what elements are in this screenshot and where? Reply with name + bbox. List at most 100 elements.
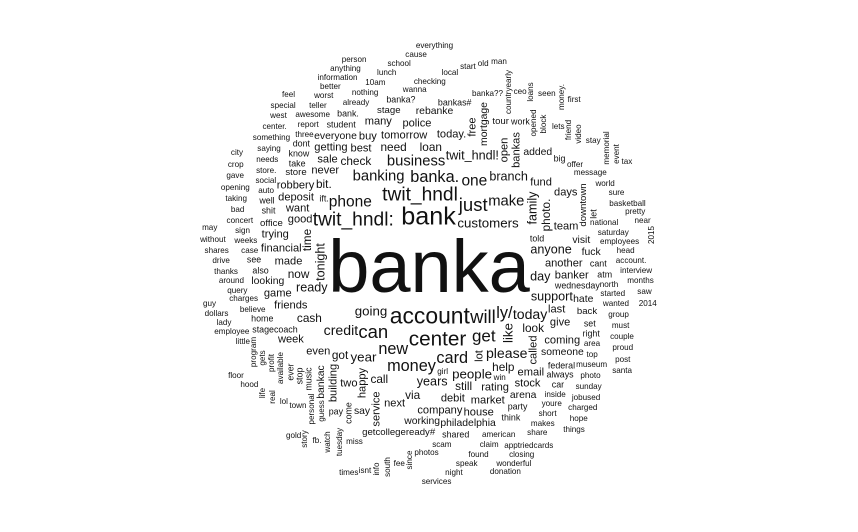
cloud-word: getcollegeready# (362, 427, 436, 439)
cloud-word: last (548, 303, 566, 316)
cloud-word: world (595, 178, 615, 188)
cloud-word: looking (251, 275, 285, 287)
cloud-word: something (252, 133, 291, 143)
cloud-word: win (493, 373, 506, 383)
cloud-word: say (353, 405, 371, 417)
cloud-word: ready (296, 280, 328, 295)
cloud-word: never (311, 164, 340, 177)
cloud-word: mortgage (478, 102, 490, 147)
cloud-word: know (288, 148, 310, 159)
cloud-word: charged (568, 403, 598, 413)
cloud-word: already (342, 98, 370, 108)
cloud-word: city (230, 147, 244, 157)
cloud-word: make (488, 193, 525, 210)
cloud-word: opened (528, 109, 538, 137)
cloud-word: proud (612, 342, 634, 352)
cloud-word: feel (281, 89, 296, 99)
cloud-word: help (492, 360, 515, 375)
cloud-word: event (612, 144, 621, 165)
cloud-word: visit (572, 235, 591, 247)
cloud-word: loans (526, 82, 536, 102)
cloud-word: right (582, 328, 600, 339)
cloud-word: going (354, 302, 388, 318)
cloud-word: makes (530, 418, 555, 428)
cloud-word: free (466, 117, 479, 137)
cloud-word: friend (563, 120, 573, 141)
cloud-word: interview (620, 265, 653, 275)
cloud-word: wanted (602, 299, 629, 309)
cloud-word: new (378, 340, 409, 359)
cloud-word: banka? (386, 94, 416, 105)
cloud-word: year (350, 349, 377, 365)
cloud-word: short (538, 409, 557, 418)
cloud-word: national (589, 217, 619, 227)
cloud-word: block (539, 114, 549, 134)
cloud-word: want (285, 202, 310, 215)
cloud-word: account (389, 302, 470, 329)
cloud-word: santa (612, 366, 633, 376)
cloud-word: west (270, 111, 287, 121)
cloud-word: dollars (204, 309, 229, 319)
cloud-word: downtown (578, 183, 590, 227)
cloud-word: top (586, 349, 598, 359)
cloud-word: next (384, 397, 406, 410)
cloud-word: atm (597, 270, 613, 281)
cloud-word: friends (274, 299, 308, 312)
cloud-word: game (263, 287, 292, 300)
cloud-word: customers (457, 215, 519, 231)
cloud-word: nothing (351, 87, 379, 97)
cloud-word: sure (608, 187, 625, 197)
cloud-word: days (554, 186, 578, 199)
cloud-word: work (511, 116, 530, 127)
cloud-word: getting (314, 141, 348, 154)
cloud-word: ly/ (496, 304, 513, 323)
cloud-word: lady (216, 318, 232, 328)
cloud-word: fund (530, 176, 552, 189)
cloud-word: jobused (571, 392, 601, 402)
cloud-word: arena (509, 389, 537, 401)
cloud-word: wonderful (496, 458, 532, 468)
cloud-word: credit (323, 322, 359, 339)
cloud-word: added (523, 146, 553, 158)
cloud-word: twit_hndl! (445, 148, 499, 163)
cloud-word: trying (261, 228, 289, 241)
cloud-word: checking (413, 76, 446, 86)
cloud-word: query (227, 285, 248, 295)
cloud-word: anyone (530, 242, 572, 257)
cloud-word: awesome (295, 110, 331, 120)
cloud-word: couple (610, 331, 634, 341)
cloud-word: times (339, 467, 359, 477)
cloud-word: sunday (575, 381, 602, 391)
cloud-word: speak (455, 459, 478, 469)
cloud-word: cash (296, 310, 322, 325)
cloud-word: email (517, 366, 545, 379)
cloud-word: claim (479, 440, 499, 450)
cloud-word: donation (489, 467, 521, 477)
cloud-word: everyone (314, 130, 357, 142)
cloud-word: 2014 (638, 298, 657, 308)
cloud-word: can (358, 320, 389, 342)
cloud-word: today. (436, 128, 467, 141)
cloud-word: bank (401, 202, 456, 231)
cloud-word: pretty (625, 207, 646, 217)
cloud-word: ceo (513, 86, 527, 96)
cloud-word: charges (229, 294, 259, 304)
cloud-word: stop (294, 367, 305, 385)
cloud-word: start (460, 62, 476, 72)
cloud-word: social (255, 176, 277, 186)
cloud-word: girl (437, 366, 449, 376)
cloud-word: store (285, 167, 307, 179)
cloud-word: financial (260, 242, 302, 255)
cloud-word: seen (538, 88, 556, 98)
cloud-word: money. (557, 84, 567, 111)
cloud-word: open (498, 137, 511, 163)
cloud-word: ever (285, 363, 296, 381)
cloud-word: stagecoach (252, 324, 298, 335)
cloud-word: wanna (402, 85, 427, 95)
cloud-word: happy (356, 368, 369, 399)
cloud-word: music (303, 367, 314, 391)
cloud-word: found (468, 449, 489, 459)
cloud-word: ift. (319, 193, 329, 204)
cloud-word: will (470, 305, 496, 327)
cloud-word: memorial (601, 131, 611, 165)
